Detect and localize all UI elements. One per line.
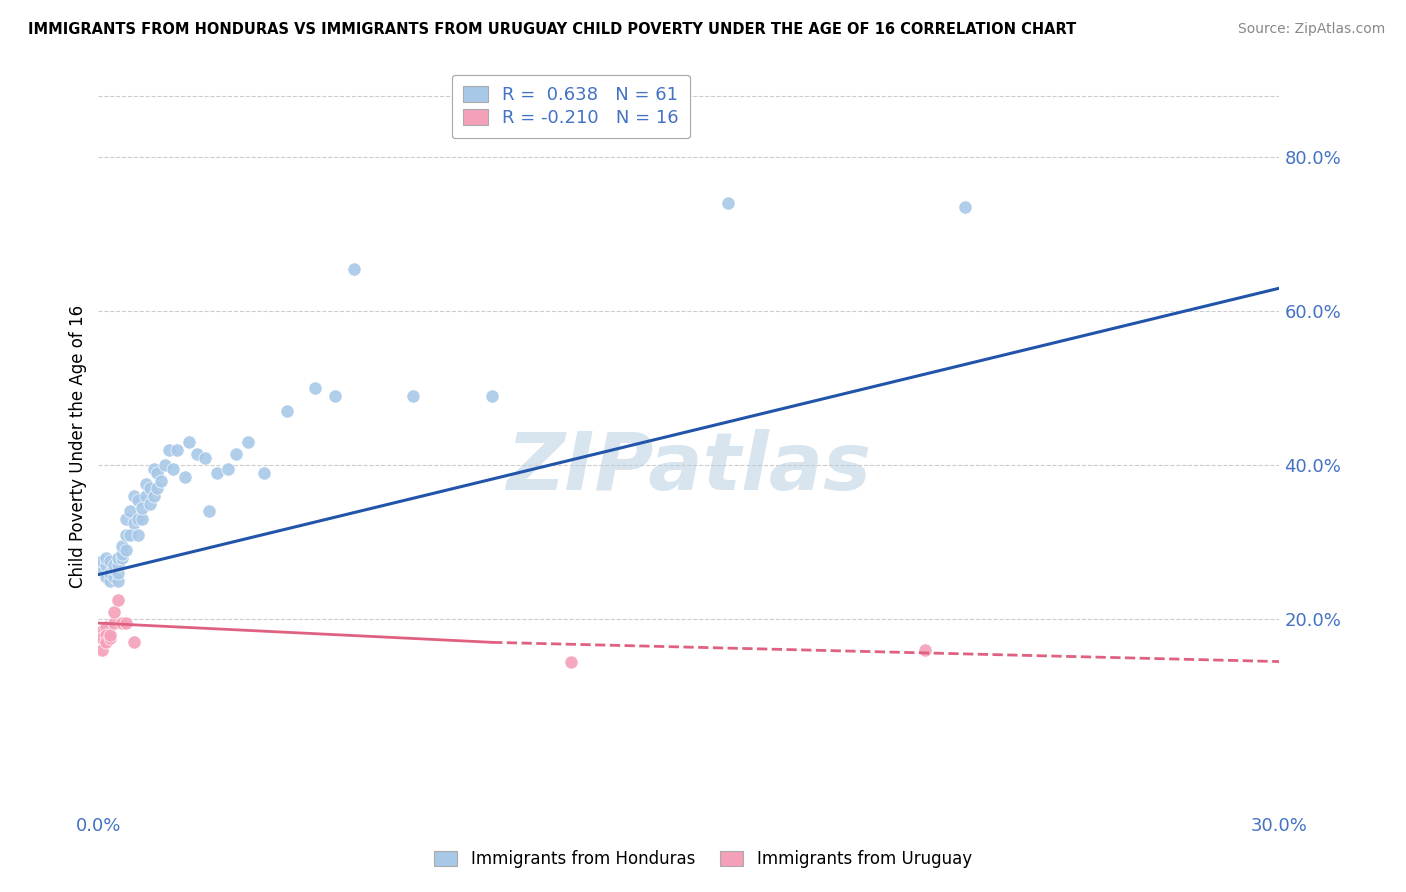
Point <box>103 616 125 631</box>
Point <box>127 492 149 507</box>
Point <box>91 643 114 657</box>
Point <box>91 554 114 568</box>
Point <box>111 539 134 553</box>
Point <box>162 462 184 476</box>
Point <box>103 605 125 619</box>
Point <box>127 527 149 541</box>
Point <box>142 462 165 476</box>
Point <box>155 458 177 473</box>
Point <box>157 442 180 457</box>
Point <box>122 635 145 649</box>
Point <box>131 500 153 515</box>
Point <box>96 620 118 634</box>
Point <box>138 481 160 495</box>
Point <box>118 527 141 541</box>
Point <box>91 624 114 638</box>
Y-axis label: Child Poverty Under the Age of 16: Child Poverty Under the Age of 16 <box>69 304 87 588</box>
Point <box>118 504 141 518</box>
Point <box>131 512 153 526</box>
Point <box>135 477 157 491</box>
Point <box>186 447 208 461</box>
Point <box>98 566 121 580</box>
Legend: R =  0.638   N = 61, R = -0.210   N = 16: R = 0.638 N = 61, R = -0.210 N = 16 <box>451 75 690 138</box>
Point <box>115 527 138 541</box>
Point <box>111 547 134 561</box>
Point <box>217 462 239 476</box>
Point <box>205 466 228 480</box>
Point <box>236 435 259 450</box>
Point <box>197 504 219 518</box>
Point <box>225 447 247 461</box>
Point <box>96 627 118 641</box>
Point <box>107 550 129 565</box>
Text: IMMIGRANTS FROM HONDURAS VS IMMIGRANTS FROM URUGUAY CHILD POVERTY UNDER THE AGE : IMMIGRANTS FROM HONDURAS VS IMMIGRANTS F… <box>28 22 1077 37</box>
Point <box>717 196 740 211</box>
Point <box>122 516 145 530</box>
Point <box>323 389 346 403</box>
Point <box>560 655 582 669</box>
Point <box>146 481 169 495</box>
Point <box>115 512 138 526</box>
Point <box>96 635 118 649</box>
Point <box>91 562 114 576</box>
Point <box>98 554 121 568</box>
Point <box>481 389 503 403</box>
Point <box>96 550 118 565</box>
Point <box>107 566 129 580</box>
Point <box>276 404 298 418</box>
Text: Source: ZipAtlas.com: Source: ZipAtlas.com <box>1237 22 1385 37</box>
Point <box>194 450 217 465</box>
Text: ZIPatlas: ZIPatlas <box>506 429 872 507</box>
Point <box>177 435 200 450</box>
Point <box>174 470 197 484</box>
Point <box>166 442 188 457</box>
Point <box>91 632 114 646</box>
Point <box>111 550 134 565</box>
Point <box>107 593 129 607</box>
Point <box>107 558 129 573</box>
Point <box>304 381 326 395</box>
Point <box>150 474 173 488</box>
Point <box>135 489 157 503</box>
Point <box>98 632 121 646</box>
Point <box>142 489 165 503</box>
Point <box>103 562 125 576</box>
Point <box>343 261 366 276</box>
Point <box>115 616 138 631</box>
Point <box>253 466 276 480</box>
Point <box>103 570 125 584</box>
Point <box>115 543 138 558</box>
Point <box>953 200 976 214</box>
Point <box>138 497 160 511</box>
Point <box>127 512 149 526</box>
Point <box>103 558 125 573</box>
Point <box>146 466 169 480</box>
Point <box>107 574 129 588</box>
Point <box>111 616 134 631</box>
Point <box>402 389 425 403</box>
Point <box>122 489 145 503</box>
Point <box>914 643 936 657</box>
Legend: Immigrants from Honduras, Immigrants from Uruguay: Immigrants from Honduras, Immigrants fro… <box>427 844 979 875</box>
Point <box>96 570 118 584</box>
Point <box>98 574 121 588</box>
Point <box>96 558 118 573</box>
Point <box>98 627 121 641</box>
